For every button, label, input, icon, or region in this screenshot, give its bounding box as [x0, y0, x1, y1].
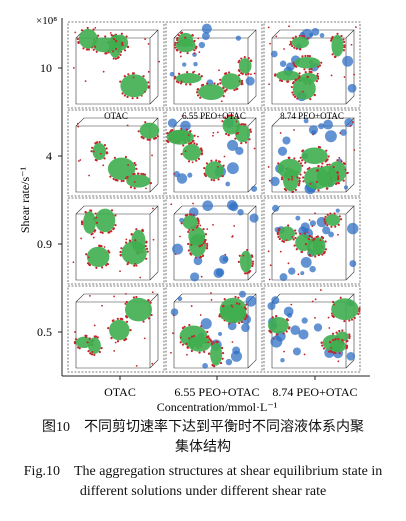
caption-en-line1: Fig.10 The aggregation structures at she…: [23, 464, 383, 479]
panel-label-peo-6-55: 6.55 PEO+OTAC: [182, 111, 246, 121]
panel-label-peo-8-74: 8.74 PEO+OTAC: [280, 111, 344, 121]
x-tick-label-8-74: 8.74 PEO+OTAC: [272, 385, 357, 399]
y-tick-label-0-5: 0.5: [37, 325, 52, 339]
panel-peo-6-55-rate-0-5: [165, 285, 263, 373]
panel-peo-6-55-rate-10: [165, 21, 263, 109]
x-axis-title: Concentration/mmol·L⁻¹: [157, 400, 278, 414]
y-axis-title: Shear rate/s⁻¹: [18, 166, 32, 233]
figure-panel-grid: ×10⁸ Shear rate/s⁻¹ 10 4 0.9 0.5 OTAC 6.…: [18, 15, 370, 414]
panel-otac-rate-0-5: [67, 285, 165, 373]
y-tick-label-0-9: 0.9: [37, 237, 52, 251]
caption-en: Fig.10 The aggregation structures at she…: [0, 462, 406, 502]
panel-peo-8-74-rate-0-5: [263, 285, 361, 373]
panel-peo-8-74-rate-4: [263, 109, 361, 197]
panel-peo-6-55-rate-4: [165, 109, 263, 197]
panel-otac-rate-0-9: [67, 197, 165, 285]
panel-peo-8-74-rate-0-9: [263, 197, 361, 285]
x-tick-label-otac: OTAC: [104, 385, 136, 399]
caption-en-line2: different solutions under different shea…: [79, 484, 327, 499]
caption-cn-line2: 集体结构: [175, 440, 231, 455]
panel-otac-rate-10: [67, 21, 165, 109]
exponent-label: ×10⁸: [36, 15, 57, 27]
panel-otac-rate-4: [67, 109, 165, 197]
y-tick-label-10: 10: [40, 61, 52, 75]
y-tick-label-4: 4: [46, 149, 52, 163]
figure-caption: 图10 不同剪切速率下达到平衡时不同溶液体系内聚 集体结构 Fig.10 The…: [0, 418, 406, 502]
panel-label-otac: OTAC: [104, 111, 128, 121]
panel-peo-8-74-rate-10: [263, 21, 361, 109]
simulation-panels: OTAC 6.55 PEO+OTAC 8.74 PEO+OTAC: [67, 21, 361, 373]
x-tick-label-6-55: 6.55 PEO+OTAC: [174, 385, 259, 399]
caption-cn-line1: 图10 不同剪切速率下达到平衡时不同溶液体系内聚: [42, 420, 364, 435]
panel-peo-6-55-rate-0-9: [165, 197, 263, 285]
